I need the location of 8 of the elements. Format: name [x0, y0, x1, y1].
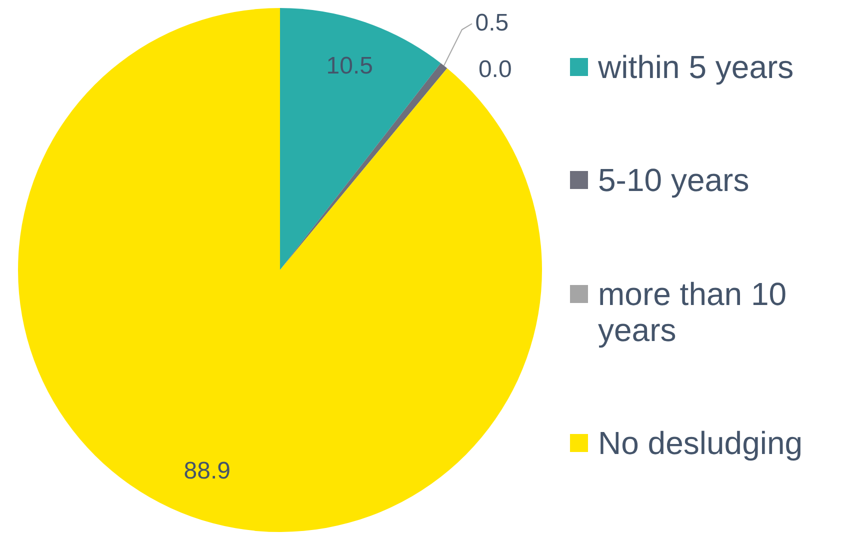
- data-label: 0.5: [475, 9, 509, 36]
- legend-label: within 5 years: [598, 48, 794, 85]
- text: 0.0: [478, 56, 512, 83]
- data-label: 10.5: [326, 52, 374, 80]
- legend-label: 5-10 years: [598, 162, 750, 198]
- legend-label: more than 10 years: [598, 276, 788, 348]
- data-label: 88.9: [184, 458, 231, 485]
- legend-label: No desludging: [598, 425, 803, 462]
